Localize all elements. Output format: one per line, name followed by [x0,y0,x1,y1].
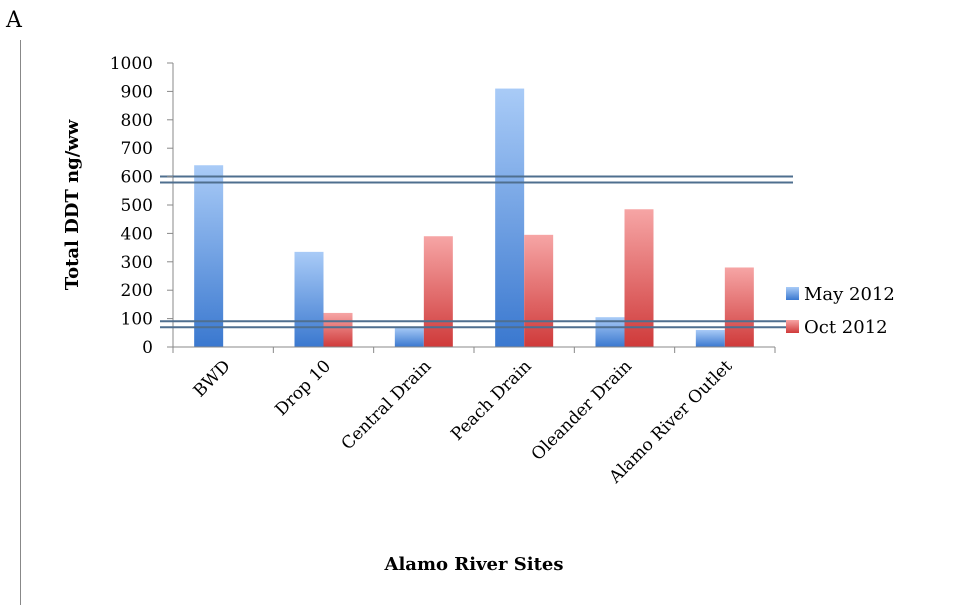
x-axis-title: Alamo River Sites [384,554,564,575]
y-tick-label: 1000 [110,54,153,74]
legend-swatch-0 [786,287,799,300]
bar-oct-2012-2 [423,236,453,347]
y-tick-label: 100 [121,310,153,330]
x-tick-label: Central Drain [338,356,436,454]
y-axis-title: Total DDT ng/ww [62,119,83,290]
bar-may-2012-5 [695,329,725,347]
x-tick-label: Oleander Drain [528,356,636,464]
legend-label-1: Oct 2012 [804,317,888,338]
frame-line [20,40,21,605]
bar-may-2012-0 [194,165,224,347]
legend: May 2012 Oct 2012 [786,284,895,338]
legend-swatch-1 [786,320,799,333]
y-tick-label: 500 [121,196,153,216]
y-tick-label: 400 [121,224,153,244]
x-tick-label: Drop 10 [271,356,335,420]
bar-oct-2012-3 [524,234,554,347]
y-tick-label: 300 [121,253,153,273]
bar-may-2012-3 [495,88,525,347]
panel-label: A [6,8,22,33]
y-tick-label: 700 [121,139,153,159]
y-tick-label: 600 [121,168,153,188]
bar-may-2012-1 [294,251,324,347]
y-tick-label: 200 [121,281,153,301]
y-tick-label: 0 [142,338,153,358]
bar-oct-2012-4 [624,209,654,347]
bar-oct-2012-1 [323,312,353,347]
bar-oct-2012-5 [724,267,754,347]
bar-may-2012-2 [394,327,424,347]
legend-label-0: May 2012 [804,284,895,305]
y-tick-label: 800 [121,111,153,131]
x-tick-label: Peach Drain [447,356,535,444]
x-tick-label: BWD [190,356,235,401]
y-tick-label: 900 [121,82,153,102]
